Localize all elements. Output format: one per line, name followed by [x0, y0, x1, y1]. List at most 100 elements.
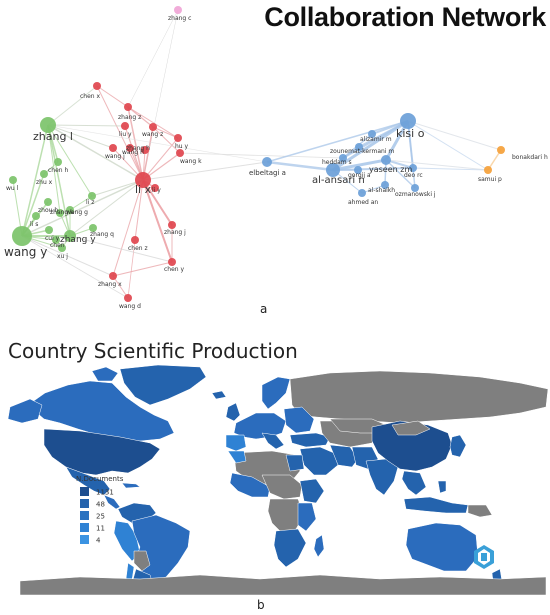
node-ahmed-an: [358, 189, 366, 197]
bibliometrix-logo-icon: [474, 545, 494, 569]
legend-swatch-25: [80, 511, 89, 520]
country-iceland: [211, 390, 227, 400]
legend-title: N.Documents: [76, 475, 124, 483]
country-greenland: [119, 364, 207, 406]
node-hu-y: [174, 134, 182, 142]
node-label-chen-x: chen x: [80, 93, 101, 100]
node-label-al-shaikh: al-shaikh: [368, 187, 395, 194]
country-west-africa: [229, 472, 271, 498]
map-title: Country Scientific Production: [8, 339, 298, 363]
node-chen: [52, 236, 60, 244]
legend-swatch-4: [80, 535, 89, 544]
node-label-chen-y: chen y: [164, 266, 185, 273]
node-label-zhang-q: zhang q: [90, 231, 114, 238]
node-label-gorgij-a: gorgij a: [348, 172, 371, 179]
node-label-hu-y: hu y: [175, 143, 189, 150]
node-label-xu-j: xu j: [57, 253, 68, 260]
node-zhang-k: [56, 209, 64, 217]
country-usa: [43, 428, 161, 476]
node-label-wang-d: wang d: [119, 303, 141, 310]
network-labels: zhang c chen x zhang z wang z liu y hu y wang …: [4, 15, 548, 310]
node-samui-p: [484, 166, 492, 174]
node-elbeltagi-a: [262, 157, 272, 167]
legend-swatch-11: [80, 523, 89, 532]
node-wu-l: [9, 176, 17, 184]
edge-li-x-elbeltagi-a: [142, 161, 268, 181]
node-label-zounemat-kermani-m: zounemat-kermani m: [330, 148, 394, 155]
edge-zhang-l-liu-y: [47, 124, 126, 127]
node-label-chen-h: chen h: [48, 167, 69, 174]
country-canada: [27, 380, 175, 442]
node-label-zhang-z: zhang z: [118, 114, 141, 121]
node-label-wang-k: wang k: [180, 158, 202, 165]
legend-label-11: 11: [96, 525, 105, 533]
node-chen-h: [54, 158, 62, 166]
country-alaska: [7, 398, 43, 424]
country-new-guinea: [467, 504, 493, 518]
edge-yaseen-zm-ozmanowski-j: [385, 159, 416, 189]
edge-wang-z-hu-y: [152, 126, 179, 139]
node-zhang-y: [64, 230, 76, 242]
edge-li-x-zhang-j: [142, 179, 173, 226]
node-li-z: [88, 192, 96, 200]
country-east-africa: [297, 502, 317, 532]
edge-kisi-o-ozmanowski-j: [407, 120, 416, 189]
node-xu-j: [58, 244, 66, 252]
node-zhang-z: [124, 103, 132, 111]
edge-wang-z-li-x: [142, 126, 154, 181]
node-li-y: [151, 184, 159, 192]
country-indonesia: [403, 496, 469, 514]
node-label-li-z: li z: [86, 199, 94, 206]
node-chen-y: [168, 258, 176, 266]
node-wang-d: [124, 294, 132, 302]
node-label-chen-z: chen z: [128, 245, 148, 252]
edge-li-x-zhang-y: [69, 179, 144, 237]
node-wang-y: [12, 226, 32, 246]
edge-zhang-l-wang-j: [47, 124, 114, 149]
node-label-zhang-x: zhang x: [98, 281, 122, 288]
edge-chen-x-zhang-z: [96, 85, 129, 108]
node-label-zhang-k: zhang k: [50, 209, 74, 216]
panel-label-a: a: [260, 302, 268, 316]
edge-hu-y-li-x: [142, 137, 179, 181]
country-madagascar: [313, 534, 325, 558]
node-zhang-l: [40, 117, 56, 133]
country-caribbean: [121, 482, 141, 489]
country-turkey-caucasus: [289, 432, 331, 448]
country-iran: [329, 444, 359, 468]
node-label-zhang-y: zhang y: [60, 235, 96, 245]
edge-kisi-o-samui-p: [407, 120, 489, 171]
edge-al-shaikh-ahmed-an: [361, 184, 386, 194]
edge-zhang-z-hu-y: [127, 106, 179, 139]
edge-kisi-o-zounemat-kermani-m: [358, 120, 409, 148]
edge-li-x-zhang-x: [112, 179, 144, 277]
node-chen-x: [93, 82, 101, 90]
node-wang-j: [109, 144, 117, 152]
node-alizamir-m: [368, 130, 376, 138]
country-egypt: [285, 454, 305, 472]
node-label-wang-y: wang y: [4, 245, 47, 259]
edge-zhang-l-wang-y: [21, 124, 49, 237]
node-label-samui-p: samui p: [478, 176, 502, 183]
node-label-wang-z: wang z: [142, 131, 163, 138]
world-map: N.Documents 1131 48 25 11 4: [7, 364, 549, 595]
network-edges: [12, 9, 502, 299]
edge-li-x-chen-y: [142, 179, 173, 263]
edge-wang-y-zhu-x: [21, 173, 45, 237]
node-label-zhang-h: zhang h: [126, 145, 150, 152]
edge-zhang-c-zhang-z: [127, 9, 179, 108]
node-deo-rc: [409, 164, 417, 172]
country-bolivia-paraguay: [133, 550, 151, 572]
network-nodes: [9, 6, 505, 302]
edge-elbeltagi-a-kisi-o: [266, 120, 409, 163]
node-ozmanowski-j: [411, 184, 419, 192]
node-label-li-s: li s: [30, 221, 38, 228]
country-mongolia: [391, 420, 431, 436]
node-label-li-x: li x: [135, 183, 152, 196]
country-scandinavia: [261, 376, 291, 410]
legend-swatch-48: [80, 499, 89, 508]
edge-zhang-y-chen-y: [69, 235, 173, 263]
node-al-shaikh: [381, 181, 389, 189]
node-label-zhang-j: zhang j: [164, 229, 186, 236]
node-label-wang-j: wang j: [105, 153, 125, 160]
